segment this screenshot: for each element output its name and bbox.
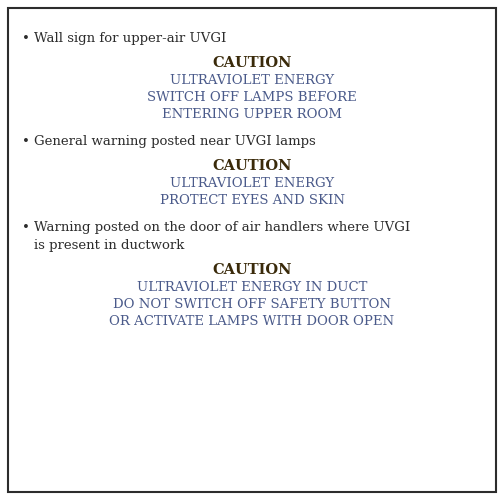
Text: DO NOT SWITCH OFF SAFETY BUTTON: DO NOT SWITCH OFF SAFETY BUTTON — [113, 298, 391, 311]
Text: ULTRAVIOLET ENERGY: ULTRAVIOLET ENERGY — [170, 74, 334, 87]
Text: ENTERING UPPER ROOM: ENTERING UPPER ROOM — [162, 108, 342, 121]
Text: ULTRAVIOLET ENERGY: ULTRAVIOLET ENERGY — [170, 177, 334, 190]
Text: •: • — [22, 135, 30, 148]
Text: Wall sign for upper-air UVGI: Wall sign for upper-air UVGI — [34, 32, 226, 45]
Text: OR ACTIVATE LAMPS WITH DOOR OPEN: OR ACTIVATE LAMPS WITH DOOR OPEN — [109, 315, 395, 328]
FancyBboxPatch shape — [8, 8, 496, 492]
Text: CAUTION: CAUTION — [212, 159, 292, 173]
Text: SWITCH OFF LAMPS BEFORE: SWITCH OFF LAMPS BEFORE — [147, 91, 357, 104]
Text: is present in ductwork: is present in ductwork — [34, 239, 184, 252]
Text: CAUTION: CAUTION — [212, 263, 292, 277]
Text: ULTRAVIOLET ENERGY IN DUCT: ULTRAVIOLET ENERGY IN DUCT — [137, 281, 367, 294]
Text: •: • — [22, 221, 30, 234]
Text: PROTECT EYES AND SKIN: PROTECT EYES AND SKIN — [159, 194, 345, 207]
Text: CAUTION: CAUTION — [212, 56, 292, 70]
Text: •: • — [22, 32, 30, 45]
Text: Warning posted on the door of air handlers where UVGI: Warning posted on the door of air handle… — [34, 221, 410, 234]
Text: General warning posted near UVGI lamps: General warning posted near UVGI lamps — [34, 135, 316, 148]
